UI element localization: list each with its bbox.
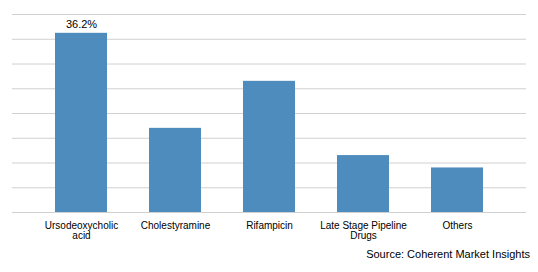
svg-text:Cholestyramine: Cholestyramine — [141, 220, 211, 231]
html-text:Source: Coherent Market Insigh: Source: Coherent Market Insights — [366, 248, 530, 260]
svg-text:36.2%: 36.2% — [66, 18, 97, 30]
svg-text:Ursodeoxycholicacid: Ursodeoxycholicacid — [45, 220, 118, 241]
svg-text:Others: Others — [442, 220, 472, 231]
svg-text:Late Stage PipelineDrugs: Late Stage PipelineDrugs — [320, 220, 407, 241]
svg-text:Rifampicin: Rifampicin — [246, 220, 293, 231]
